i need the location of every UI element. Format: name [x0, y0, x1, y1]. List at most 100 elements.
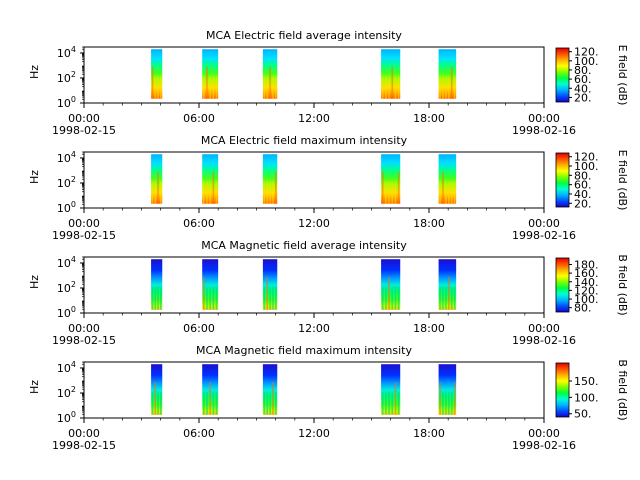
- spectral-streak: [397, 76, 400, 99]
- colorbar-tick-label: 120.: [574, 284, 599, 297]
- spectral-streak: [445, 287, 447, 310]
- spectral-streak: [439, 181, 441, 204]
- spectral-streak: [385, 181, 387, 204]
- chart-panel-1: MCA Electric field average intensity Hz 10…: [28, 29, 629, 137]
- spectral-streak: [442, 287, 444, 310]
- heatmap-block-2: [202, 49, 219, 99]
- spectral-streak: [381, 171, 384, 204]
- spectral-streak: [154, 76, 157, 99]
- spectral-streak: [397, 392, 400, 415]
- spectral-streak: [215, 287, 218, 310]
- spectral-streak: [206, 392, 208, 415]
- x-tick-date: 1998-02-15: [52, 439, 116, 452]
- spectral-streak: [206, 181, 208, 204]
- spectral-streak: [209, 76, 211, 99]
- x-tick-time: 18:00: [413, 322, 445, 335]
- chart-title: MCA Electric field maximum intensity: [201, 134, 408, 147]
- heatmap-block-2: [202, 154, 219, 204]
- heatmap-block-3: [262, 364, 278, 415]
- chart-panel-2: MCA Electric field maximum intensity Hz 10…: [28, 134, 629, 242]
- heatmap-block-5: [438, 154, 457, 204]
- spectral-streak: [391, 287, 394, 310]
- spectral-streak: [388, 76, 390, 99]
- x-tick-date: 1998-02-16: [512, 124, 576, 137]
- heatmap-block-4: [381, 49, 401, 99]
- spectral-streak: [157, 392, 159, 415]
- spectral-streak: [263, 287, 266, 310]
- x-tick-date: 1998-02-15: [52, 334, 116, 347]
- x-tick-time: 06:00: [183, 112, 215, 125]
- heatmap-block-3: [262, 49, 278, 99]
- heatmap-cells: [151, 49, 163, 99]
- spectral-streak: [275, 392, 277, 415]
- spectral-streak: [263, 181, 266, 204]
- spectral-streak: [388, 276, 390, 310]
- spectral-streak: [448, 181, 450, 204]
- spectral-streak: [391, 181, 394, 204]
- spectral-streak: [263, 76, 266, 99]
- y-tick-label: 104: [57, 150, 76, 165]
- heatmap-block-4: [381, 154, 401, 204]
- heatmap-block-4: [381, 259, 401, 310]
- y-axis-label: Hz: [28, 380, 41, 394]
- colorbar-tick-label: 80.: [574, 169, 592, 182]
- spectral-streak: [209, 381, 211, 415]
- colorbar-tick-label: 40.: [574, 188, 592, 201]
- x-tick-time: 00:00: [528, 427, 560, 440]
- x-tick-date: 1998-02-16: [512, 229, 576, 242]
- colorbar-label: E field (dB): [616, 45, 629, 106]
- colorbar-tick-label: 180.: [574, 258, 599, 271]
- spectral-streak: [450, 66, 453, 99]
- spectral-streak: [154, 381, 157, 415]
- spectral-streak: [385, 287, 387, 310]
- x-tick-time: 18:00: [413, 112, 445, 125]
- x-tick-date: 1998-02-16: [512, 334, 576, 347]
- colorbar-tick-label: 120.: [574, 46, 599, 59]
- heatmap-block-5: [438, 259, 457, 310]
- x-tick-time: 00:00: [68, 427, 100, 440]
- heatmap-block-3: [262, 259, 278, 310]
- spectral-streak: [269, 287, 271, 310]
- heatmap-block-2: [202, 364, 219, 415]
- chart-title: MCA Magnetic field maximum intensity: [196, 344, 412, 357]
- spectral-streak: [442, 76, 444, 99]
- heatmap-block-5: [438, 364, 457, 415]
- colorbar-label: B field (dB): [616, 254, 629, 315]
- spectral-streak: [212, 76, 215, 99]
- spectral-streak: [202, 392, 205, 415]
- spectral-streak: [453, 76, 456, 99]
- spectral-streak: [160, 76, 162, 99]
- colorbar-tick-label: 80.: [574, 64, 592, 77]
- y-tick-label: 100: [57, 200, 76, 215]
- heatmap-cells: [151, 259, 163, 310]
- heatmap-block-1: [151, 49, 163, 99]
- x-tick-time: 12:00: [298, 217, 330, 230]
- spectral-streak: [272, 76, 274, 99]
- y-tick-label: 100: [57, 305, 76, 320]
- spectral-streak: [397, 287, 400, 310]
- y-tick-label: 102: [57, 175, 76, 190]
- spectral-streak: [388, 392, 390, 415]
- heatmap-cells: [381, 259, 401, 310]
- spectral-streak: [442, 171, 444, 204]
- spectral-streak: [269, 392, 271, 415]
- spectral-streak: [394, 287, 397, 310]
- heatmap-cells: [438, 259, 457, 310]
- colorbar: [555, 257, 570, 313]
- x-tick-date: 1998-02-15: [52, 124, 116, 137]
- spectral-streak: [388, 181, 390, 204]
- y-tick-label: 104: [57, 255, 76, 270]
- colorbar-label: B field (dB): [616, 359, 629, 420]
- x-tick-time: 00:00: [68, 217, 100, 230]
- heatmap-cells: [381, 154, 401, 204]
- spectral-streak: [445, 181, 447, 204]
- y-axis-label: Hz: [28, 275, 41, 289]
- spectral-streak: [450, 392, 453, 415]
- colorbar-label: E field (dB): [616, 150, 629, 211]
- heatmap-block-3: [262, 154, 278, 204]
- spectral-streak: [450, 287, 453, 310]
- x-tick-time: 06:00: [183, 322, 215, 335]
- colorbar-tick-label: 150.: [574, 375, 599, 388]
- colorbar-tick-label: 80.: [574, 302, 592, 315]
